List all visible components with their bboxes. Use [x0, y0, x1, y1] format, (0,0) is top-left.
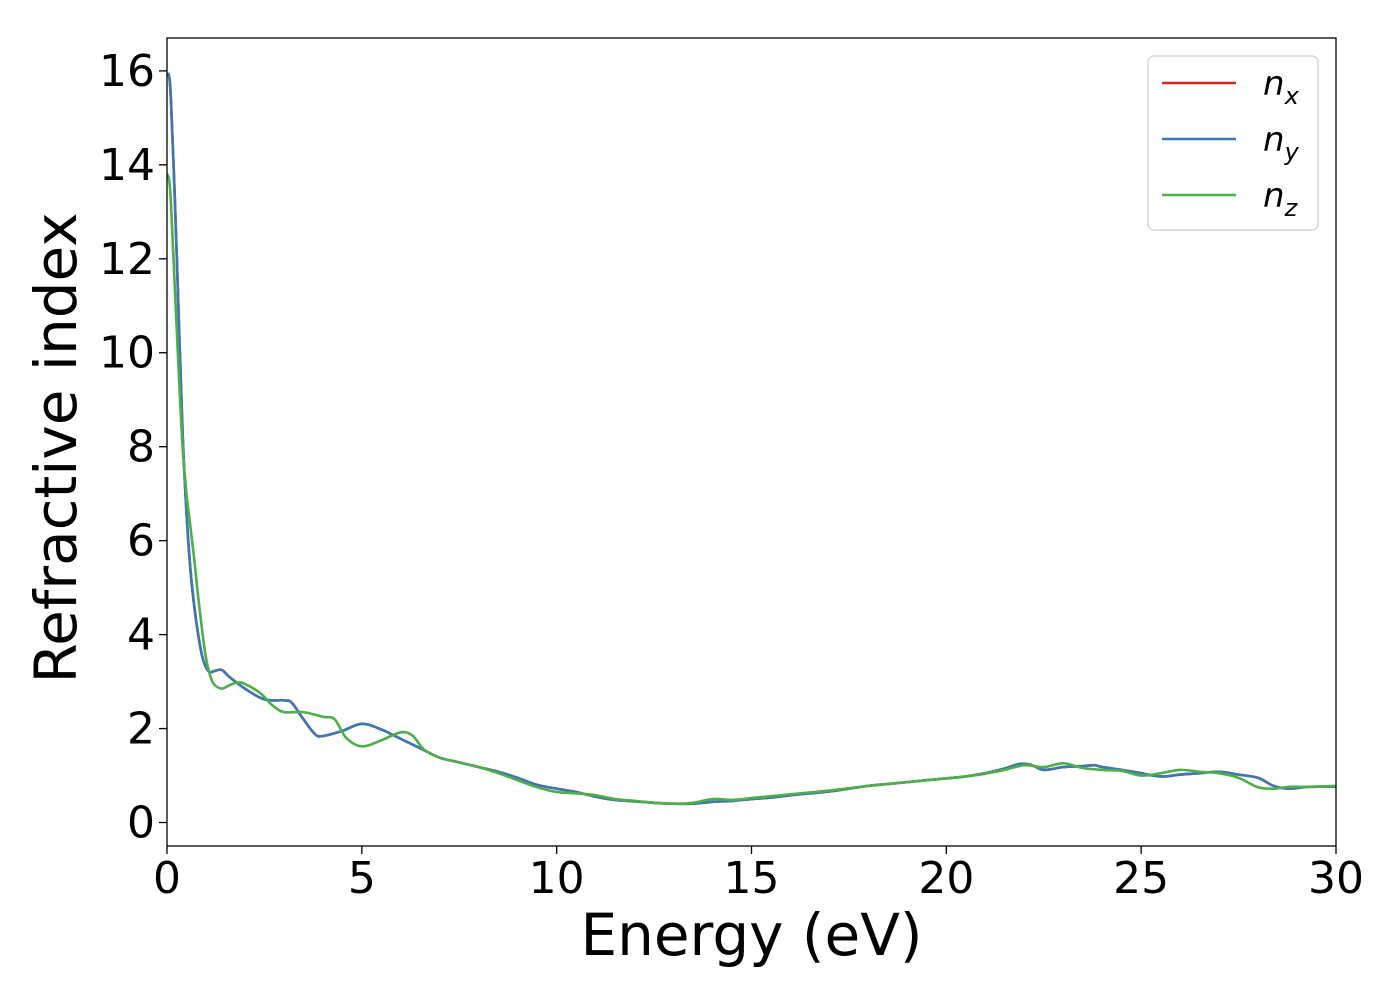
y-axis-title: Refractive index: [22, 212, 90, 683]
series-layer: [167, 72, 1336, 806]
x-tick-label: 20: [918, 853, 974, 904]
x-tick-label: 5: [348, 853, 376, 904]
y-tick-label: 16: [99, 46, 155, 97]
x-tick-label: 0: [153, 853, 181, 904]
series-line-nz: [167, 172, 1336, 806]
legend-box: [1147, 55, 1319, 231]
y-tick-label: 10: [99, 328, 155, 379]
x-tick-label: 25: [1113, 853, 1169, 904]
legend-item-nx: nx: [1162, 64, 1300, 110]
y-tick-label: 2: [127, 704, 155, 755]
y-tick-label: 4: [127, 610, 155, 661]
x-axis-title: Energy (eV): [580, 901, 922, 969]
y-tick-label: 0: [127, 798, 155, 849]
legend-label-base: n: [1263, 176, 1285, 216]
y-tick-label: 14: [99, 140, 155, 191]
x-tick-label: 10: [529, 853, 585, 904]
x-tick-label: 15: [724, 853, 780, 904]
legend-item-ny: ny: [1162, 120, 1300, 166]
y-tick-label: 8: [127, 422, 155, 473]
legend-label: nx: [1263, 64, 1300, 110]
legend-label-subscript: y: [1284, 138, 1300, 166]
x-axis: 0 5 10 15 20 25 30: [153, 846, 1364, 904]
legend-label-base: n: [1263, 120, 1285, 160]
legend-label-subscript: z: [1284, 194, 1299, 222]
y-tick-label: 12: [99, 234, 155, 285]
y-axis: 0 2 4 6 8 10 12 14 16: [99, 46, 167, 849]
y-tick-label: 6: [127, 516, 155, 567]
x-tick-label: 30: [1308, 853, 1364, 904]
legend-item-nz: nz: [1162, 176, 1299, 222]
legend-label-base: n: [1263, 64, 1285, 104]
legend-label: nz: [1263, 176, 1299, 222]
legend-label-subscript: x: [1284, 82, 1300, 110]
legend-label: ny: [1263, 120, 1300, 166]
